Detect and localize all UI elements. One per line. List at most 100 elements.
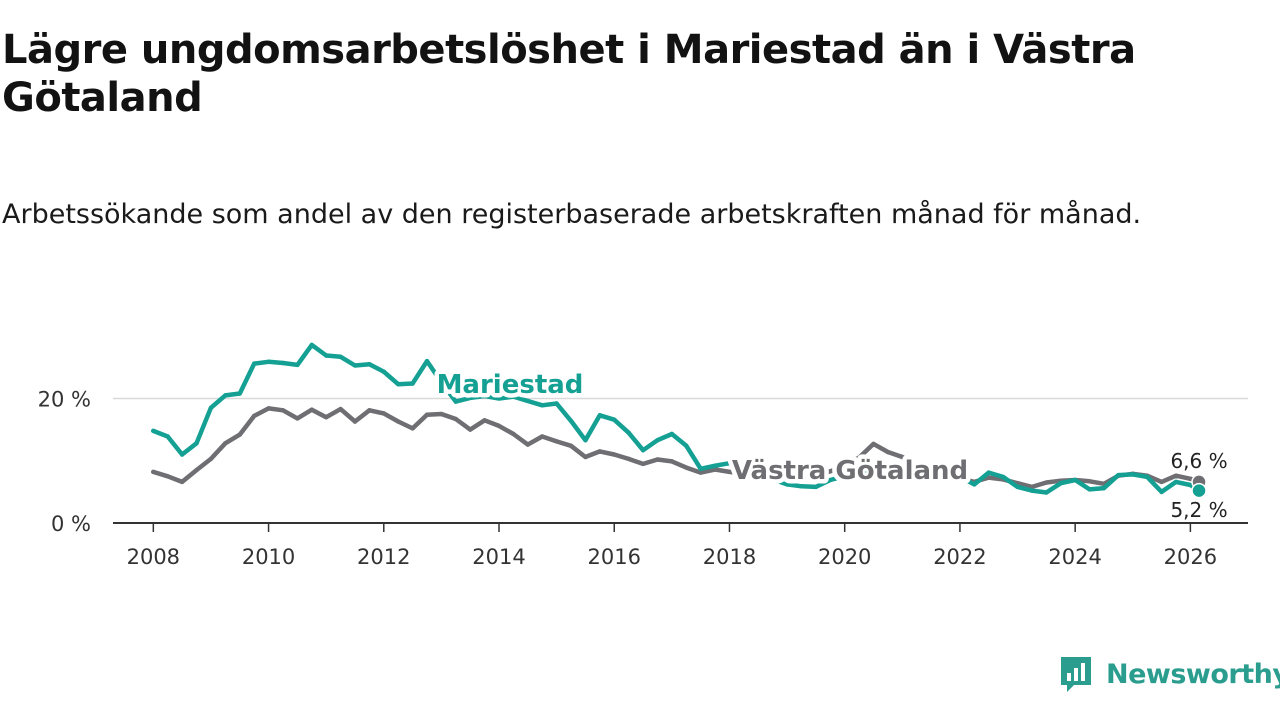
point-vastra-gotaland — [540, 434, 545, 439]
point-vastra-gotaland — [727, 469, 732, 475]
x-tick-label: 2022 — [933, 545, 986, 569]
point-mariestad — [295, 362, 300, 368]
point-vastra-gotaland — [1159, 479, 1164, 485]
point-vastra-gotaland — [1029, 484, 1035, 490]
newsworthy-brand[interactable]: Newsworthy — [1058, 654, 1280, 694]
point-mariestad — [1144, 474, 1150, 480]
point-mariestad — [151, 428, 156, 434]
point-vastra-gotaland — [410, 426, 415, 431]
point-mariestad — [424, 358, 430, 364]
point-vastra-gotaland — [554, 439, 559, 444]
x-tick-label: 2018 — [703, 545, 756, 569]
point-mariestad — [410, 381, 415, 386]
point-mariestad — [756, 474, 761, 480]
x-tick-label: 2026 — [1164, 545, 1217, 569]
point-mariestad — [165, 434, 170, 439]
point-mariestad — [828, 477, 833, 483]
point-mariestad — [251, 361, 257, 366]
point-mariestad — [338, 354, 343, 359]
point-mariestad — [266, 359, 271, 364]
x-tick-label: 2012 — [357, 545, 410, 569]
point-mariestad — [813, 484, 819, 490]
point-vastra-gotaland — [266, 406, 271, 411]
point-mariestad — [237, 391, 242, 396]
point-vastra-gotaland — [165, 474, 170, 479]
point-vastra-gotaland — [885, 449, 891, 455]
point-vastra-gotaland — [813, 473, 819, 478]
point-vastra-gotaland — [799, 473, 804, 478]
point-mariestad — [1159, 489, 1164, 495]
point-vastra-gotaland — [309, 407, 314, 412]
point-mariestad — [1087, 487, 1092, 492]
point-mariestad — [554, 401, 559, 406]
point-mariestad — [799, 484, 804, 489]
point-mariestad — [842, 474, 847, 479]
point-mariestad — [468, 395, 473, 401]
point-mariestad — [381, 369, 386, 374]
point-mariestad — [784, 482, 790, 487]
point-mariestad — [1058, 480, 1063, 486]
point-mariestad — [511, 394, 516, 399]
point-vastra-gotaland — [525, 442, 531, 447]
series-label-mariestad: Mariestad — [437, 370, 584, 400]
point-mariestad — [669, 431, 675, 437]
y-tick-label: 20 % — [38, 387, 91, 411]
point-vastra-gotaland — [468, 427, 473, 432]
point-mariestad — [1029, 488, 1035, 493]
newsworthy-logo-icon — [1061, 657, 1091, 692]
point-mariestad — [698, 466, 703, 472]
x-tick-label: 2014 — [472, 545, 525, 569]
point-mariestad — [179, 452, 185, 457]
point-vastra-gotaland — [424, 412, 430, 417]
point-vastra-gotaland — [338, 406, 343, 412]
point-mariestad — [395, 381, 401, 387]
point-vastra-gotaland — [482, 418, 487, 423]
point-mariestad — [770, 477, 775, 482]
point-mariestad — [727, 461, 732, 466]
point-vastra-gotaland — [395, 419, 401, 424]
point-mariestad — [871, 467, 876, 473]
point-mariestad — [223, 393, 228, 398]
point-mariestad — [496, 396, 502, 401]
point-vastra-gotaland — [453, 416, 459, 422]
point-mariestad — [439, 380, 444, 385]
point-vastra-gotaland — [626, 456, 631, 462]
point-mariestad — [583, 437, 588, 443]
point-mariestad — [655, 437, 660, 443]
point-mariestad — [323, 353, 329, 358]
point-vastra-gotaland — [208, 456, 214, 462]
point-mariestad — [640, 447, 646, 453]
point-vastra-gotaland — [223, 441, 228, 446]
point-vastra-gotaland — [568, 443, 574, 448]
point-mariestad — [482, 393, 487, 399]
chart-subtitle: Arbetssökande som andel av den registerb… — [2, 199, 1142, 230]
series-mariestad-end-marker — [1191, 482, 1207, 499]
point-vastra-gotaland — [439, 411, 444, 417]
point-vastra-gotaland — [367, 408, 372, 413]
point-vastra-gotaland — [251, 413, 257, 419]
point-vastra-gotaland — [871, 441, 876, 447]
point-vastra-gotaland — [511, 431, 516, 437]
y-tick-label: 0 % — [51, 512, 91, 536]
point-mariestad — [352, 363, 358, 368]
point-vastra-gotaland — [828, 469, 833, 474]
point-vastra-gotaland — [784, 474, 790, 479]
point-mariestad — [885, 470, 891, 475]
series-label-vastra-gotaland: Västra Götaland — [732, 456, 968, 486]
point-mariestad — [626, 430, 631, 435]
chart-title: Lägre ungdomsarbetslöshet i Mariestad än… — [2, 27, 1136, 121]
point-mariestad — [972, 482, 977, 487]
point-mariestad — [540, 403, 545, 408]
point-mariestad — [453, 399, 459, 404]
point-vastra-gotaland — [381, 411, 386, 416]
point-vastra-gotaland — [237, 432, 242, 437]
series-vastra-gotaland-line — [151, 406, 1202, 490]
series-mariestad — [151, 342, 1202, 495]
point-vastra-gotaland — [295, 416, 300, 421]
point-vastra-gotaland — [496, 423, 502, 429]
point-mariestad — [1015, 484, 1020, 490]
point-vastra-gotaland — [698, 470, 703, 475]
point-mariestad — [957, 474, 963, 480]
point-vastra-gotaland — [323, 414, 329, 420]
